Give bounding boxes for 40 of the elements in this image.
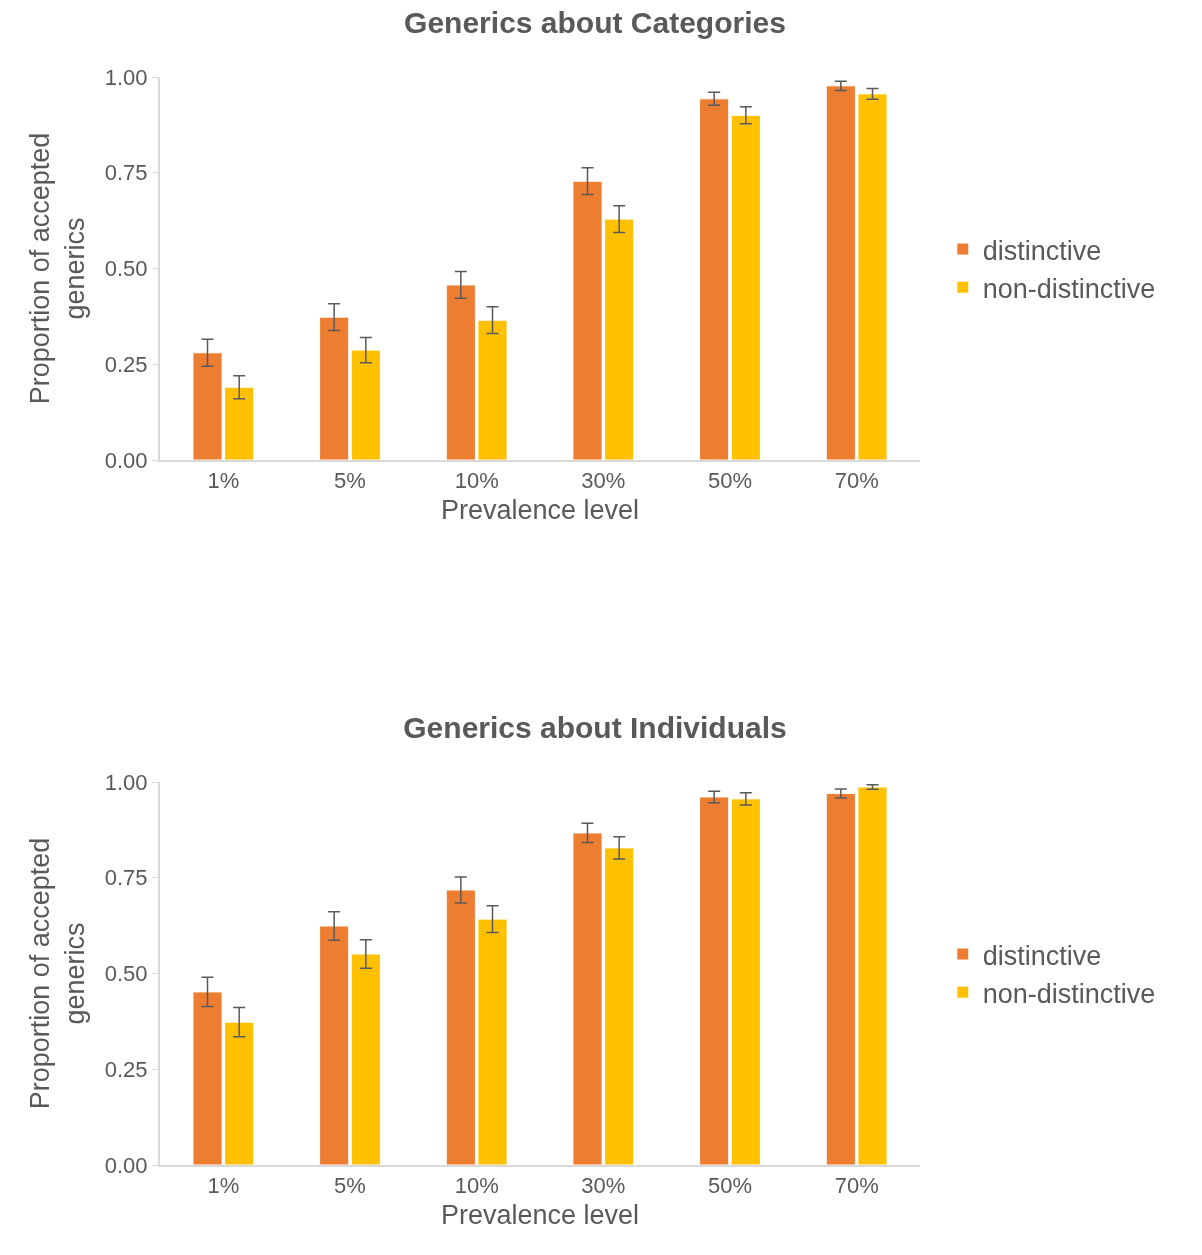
x-axis-title: Prevalence level xyxy=(440,495,640,526)
chart-title: Generics about Individuals xyxy=(403,710,787,744)
bar xyxy=(350,349,381,460)
y-tick-label: 0.75 xyxy=(104,865,148,891)
y-tick-label: 0.25 xyxy=(104,351,148,377)
x-tick-label: 1% xyxy=(207,468,240,494)
bar xyxy=(730,114,761,460)
bar xyxy=(319,925,350,1165)
x-tick-label: 30% xyxy=(581,1173,626,1199)
bar xyxy=(699,98,730,460)
legend-label: non-distinctive xyxy=(982,273,1156,304)
x-tick-label: 10% xyxy=(454,1173,499,1199)
y-tick-label: 0.25 xyxy=(104,1056,148,1082)
y-tick-label: 0.00 xyxy=(104,1152,148,1178)
legend-label: distinctive xyxy=(982,235,1102,266)
bar xyxy=(319,316,350,460)
y-axis-title: Proportion of accepted generics xyxy=(25,132,91,405)
bar xyxy=(730,798,761,1165)
x-tick-label: 70% xyxy=(834,468,879,494)
y-tick-label: 1.00 xyxy=(104,64,148,90)
x-tick-label: 50% xyxy=(707,1173,753,1199)
x-tick-label: 50% xyxy=(707,468,753,494)
y-tick-label: 0.00 xyxy=(104,447,148,473)
x-tick-label: 10% xyxy=(454,468,499,494)
x-tick-label: 70% xyxy=(834,1173,879,1199)
bar xyxy=(350,953,381,1165)
x-tick-label: 1% xyxy=(207,1173,240,1199)
chart-title: Generics about Categories xyxy=(404,5,786,39)
y-tick-label: 1.00 xyxy=(104,769,148,795)
legend-label: non-distinctive xyxy=(982,978,1156,1009)
y-tick-label: 0.50 xyxy=(104,256,148,282)
y-tick-label: 0.75 xyxy=(104,160,148,186)
legend-label: distinctive xyxy=(982,940,1102,971)
x-axis-title: Prevalence level xyxy=(440,1200,640,1231)
y-axis-title: Proportion of accepted generics xyxy=(25,837,91,1110)
x-tick-label: 30% xyxy=(581,468,626,494)
bar xyxy=(699,796,730,1165)
x-tick-label: 5% xyxy=(334,468,366,494)
x-tick-label: 5% xyxy=(334,1173,366,1199)
y-tick-label: 0.50 xyxy=(104,961,148,987)
